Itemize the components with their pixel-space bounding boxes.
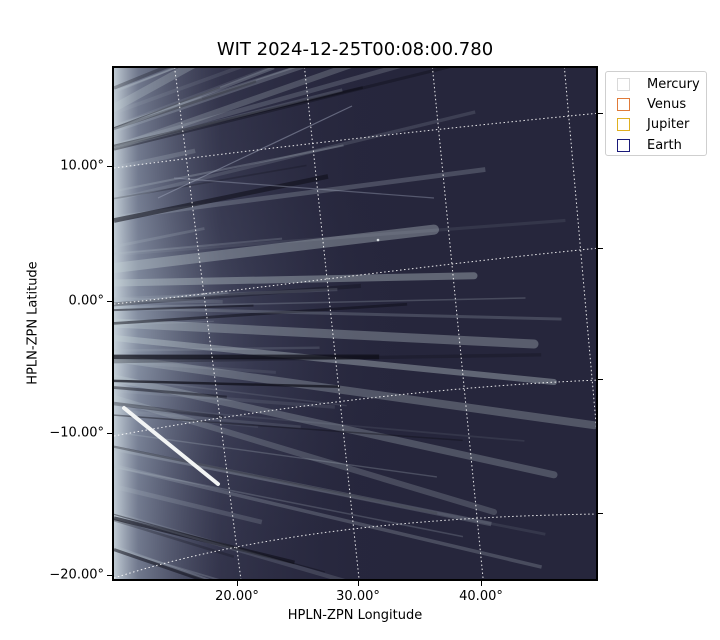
right-tick [598,379,603,380]
legend-label: Venus [647,96,687,112]
y-tick-label: 10.00° [60,158,104,174]
x-tick-label: 20.00° [215,589,259,604]
left-tick [107,433,112,434]
legend: Mercury Venus Jupiter Earth [605,71,707,156]
left-tick [107,166,112,167]
legend-label: Jupiter [647,116,690,132]
jupiter-swatch [617,117,630,131]
left-tick [107,575,112,576]
bright-streak [122,406,220,486]
y-tick-label: 0.00° [68,293,104,309]
x-axis-label: HPLN-ZPN Longitude [287,608,423,623]
mercury-swatch [617,77,630,91]
solar-image-axes[interactable] [112,66,598,581]
legend-label: Earth [647,137,682,153]
legend-item-venus: Venus [617,96,686,112]
y-tick-label: −20.00° [49,567,104,583]
legend-item-mercury: Mercury [617,76,700,92]
y-axis-label: HPLN-ZPN Latitude [25,261,41,385]
coronal-streamers [114,68,596,579]
coordinate-grid [114,68,596,579]
right-tick [598,248,603,249]
plot-title: WIT 2024-12-25T00:08:00.780 [216,39,494,60]
bottom-tick [358,581,359,586]
venus-swatch [617,97,630,111]
legend-label: Mercury [647,76,700,92]
bottom-tick [237,581,238,586]
x-tick-label: 30.00° [336,589,380,604]
x-tick-label: 40.00° [459,589,503,604]
legend-item-jupiter: Jupiter [617,116,689,132]
legend-item-earth: Earth [617,137,682,153]
bottom-tick [481,581,482,586]
left-tick [107,301,112,302]
right-tick [598,113,603,114]
right-tick [598,513,603,514]
earth-swatch [617,138,630,152]
heliospheric-image [114,68,596,579]
y-tick-label: −10.00° [49,425,104,441]
